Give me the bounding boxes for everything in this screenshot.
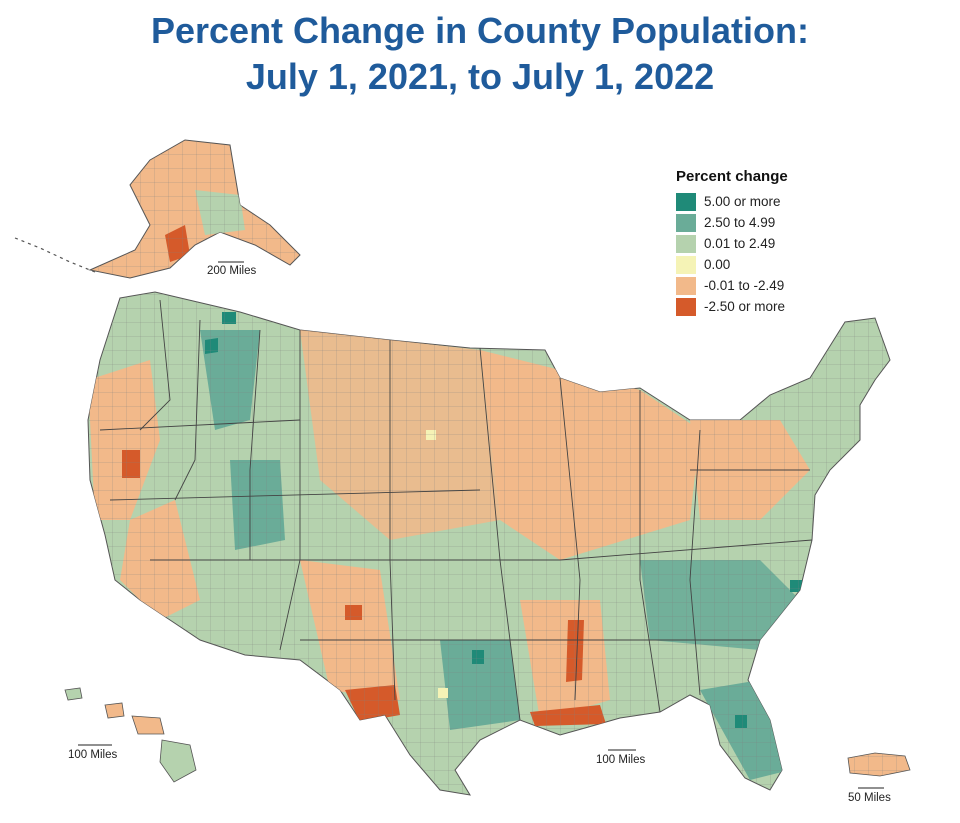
legend-label: -0.01 to -2.49 [704,278,785,293]
hawaii-island-oahu [104,702,125,719]
aleutian-islands [14,237,96,273]
scale-bar-puerto-rico: 50 Miles [848,787,891,804]
scale-bar-alaska: 200 Miles [207,261,256,277]
legend-item: 0.01 to 2.49 [676,233,788,254]
legend-item: -2.50 or more [676,296,788,317]
title-line-1: Percent Change in County Population: [150,10,810,51]
scale-bar-hawaii: 100 Miles [68,744,117,761]
hawaii-group [64,687,197,783]
hawaii-island-hawaii [159,739,197,783]
legend-swatch [676,297,696,316]
scale-label-hawaii: 100 Miles [68,749,117,761]
legend-label: 5.00 or more [704,194,781,209]
conus-group [87,291,891,796]
legend-swatch [676,234,696,253]
legend-title: Percent change [676,168,788,185]
alaska-group [14,139,301,279]
puerto-rico-group [847,752,911,777]
legend-swatch [676,276,696,295]
legend-item: 5.00 or more [676,191,788,212]
scale-bar-conus: 100 Miles [596,749,645,766]
legend-swatch [676,255,696,274]
legend-label: 0.01 to 2.49 [704,236,776,251]
title-line-2: July 1, 2021, to July 1, 2022 [245,56,715,97]
state-borders [99,299,813,721]
scale-label-alaska: 200 Miles [207,265,256,277]
scale-label-conus: 100 Miles [596,754,645,766]
legend-item: -0.01 to -2.49 [676,275,788,296]
hawaii-island-maui [131,715,165,735]
scale-label-puerto-rico: 50 Miles [848,792,891,804]
conus-regions [88,292,890,795]
legend-item: 2.50 to 4.99 [676,212,788,233]
legend-swatch [676,213,696,232]
legend-label: 2.50 to 4.99 [704,215,776,230]
legend-item: 0.00 [676,254,788,275]
legend-label: -2.50 or more [704,299,786,314]
map-legend: Percent change 5.00 or more 2.50 to 4.99 0… [676,168,788,317]
map-title: Percent Change in County Population: Jul… [0,8,960,100]
legend-swatch [676,192,696,211]
hawaii-island-kauai [64,687,83,701]
legend-items: 5.00 or more 2.50 to 4.99 0.01 to 2.49 0.00… [676,191,788,317]
legend-label: 0.00 [704,257,731,272]
